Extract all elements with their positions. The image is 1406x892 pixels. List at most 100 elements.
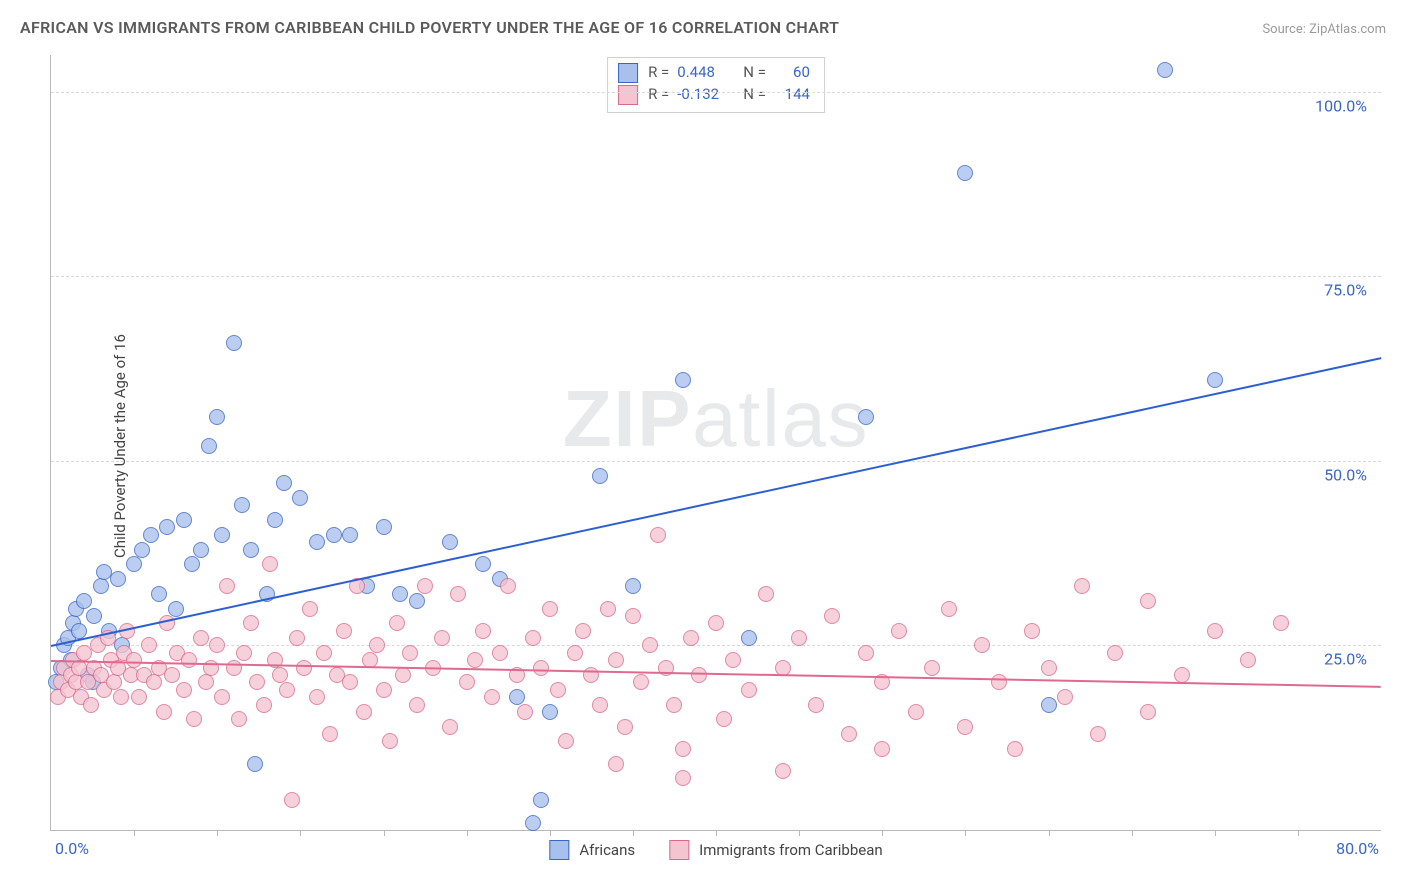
data-point-africans [292,490,308,506]
stats-swatch [618,63,638,83]
data-point-caribbean [442,719,458,735]
data-point-caribbean [272,667,288,683]
data-point-caribbean [236,645,252,661]
legend-item-africans: Africans [549,840,635,860]
data-point-caribbean [924,660,940,676]
data-point-africans [159,519,175,535]
series-legend: Africans Immigrants from Caribbean [549,840,882,860]
data-point-africans [409,593,425,609]
data-point-caribbean [141,637,157,653]
data-point-caribbean [164,667,180,683]
data-point-africans [1207,372,1223,388]
stats-n-value: 60 [774,62,810,84]
legend-swatch [549,840,569,860]
x-tick-mark [716,830,717,836]
data-point-caribbean [198,674,214,690]
stats-n-value: 144 [774,84,810,106]
data-point-caribbean [691,667,707,683]
data-point-caribbean [575,623,591,639]
x-tick-mark [799,830,800,836]
data-point-africans [193,542,209,558]
x-tick-mark [633,830,634,836]
data-point-caribbean [1074,578,1090,594]
x-tick-mark [300,830,301,836]
gridline [51,276,1381,277]
data-point-caribbean [708,615,724,631]
data-point-caribbean [113,689,129,705]
data-point-caribbean [209,637,225,653]
data-point-caribbean [1007,741,1023,757]
x-tick-mark [467,830,468,836]
data-point-africans [509,689,525,705]
y-tick-label: 50.0% [1324,465,1367,484]
data-point-caribbean [874,741,890,757]
data-point-africans [533,792,549,808]
data-point-caribbean [633,674,649,690]
data-point-caribbean [1273,615,1289,631]
source-attribution: Source: ZipAtlas.com [1262,22,1386,37]
data-point-caribbean [1140,593,1156,609]
data-point-caribbean [382,733,398,749]
data-point-caribbean [284,792,300,808]
data-point-caribbean [558,733,574,749]
data-point-africans [76,593,92,609]
data-point-africans [342,527,358,543]
data-point-africans [542,704,558,720]
data-point-caribbean [231,711,247,727]
x-tick-mark [1215,830,1216,836]
x-tick-mark [965,830,966,836]
gridline [51,92,1381,93]
data-point-africans [184,556,200,572]
x-tick-mark [550,830,551,836]
data-point-caribbean [243,615,259,631]
chart-container: AFRICAN VS IMMIGRANTS FROM CARIBBEAN CHI… [0,0,1406,892]
data-point-africans [71,623,87,639]
data-point-africans [86,608,102,624]
data-point-caribbean [296,660,312,676]
data-point-caribbean [675,770,691,786]
data-point-caribbean [322,726,338,742]
stats-r-label: R = [648,84,669,106]
watermark-bold: ZIP [563,374,692,463]
data-point-caribbean [625,608,641,624]
stats-n-label: N = [743,84,766,106]
data-point-caribbean [262,556,278,572]
data-point-africans [209,409,225,425]
data-point-caribbean [1140,704,1156,720]
stats-row-caribbean: R =-0.132N =144 [618,84,810,106]
plot-area: ZIPatlas R =0.448N =60R =-0.132N =144 Af… [50,55,1381,831]
data-point-africans [126,556,142,572]
data-point-caribbean [459,674,475,690]
x-tick-mark [217,830,218,836]
legend-label: Immigrants from Caribbean [699,841,883,859]
data-point-caribbean [974,637,990,653]
x-tick-mark [134,830,135,836]
gridline [51,645,1381,646]
data-point-caribbean [1240,652,1256,668]
data-point-caribbean [186,711,202,727]
data-point-caribbean [356,704,372,720]
data-point-caribbean [683,630,699,646]
data-point-africans [243,542,259,558]
data-point-caribbean [156,704,172,720]
data-point-caribbean [1090,726,1106,742]
data-point-caribbean [450,586,466,602]
data-point-caribbean [525,630,541,646]
regression-line-africans [51,358,1381,648]
data-point-caribbean [484,689,500,705]
x-axis-end-label: 80.0% [1336,839,1379,858]
x-tick-mark [1298,830,1299,836]
data-point-africans [326,527,342,543]
y-tick-label: 25.0% [1324,650,1367,669]
data-point-caribbean [741,682,757,698]
data-point-africans [234,497,250,513]
data-point-caribbean [83,697,99,713]
data-point-caribbean [500,578,516,594]
data-point-caribbean [957,719,973,735]
data-point-africans [442,534,458,550]
data-point-africans [168,601,184,617]
data-point-caribbean [289,630,305,646]
data-point-caribbean [256,697,272,713]
source-link[interactable]: ZipAtlas.com [1309,22,1386,37]
data-point-caribbean [716,711,732,727]
